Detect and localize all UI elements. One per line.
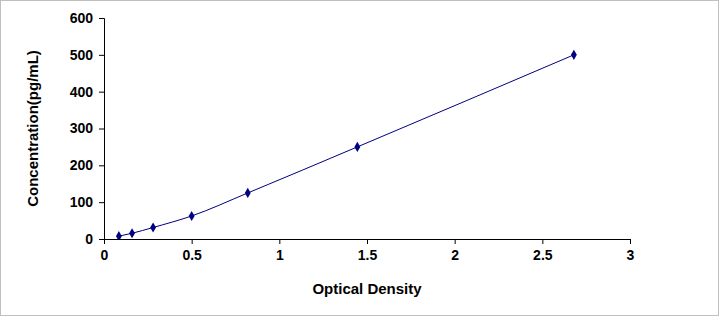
y-tick-label: 200 bbox=[70, 157, 94, 173]
y-tick: 600 bbox=[70, 10, 104, 26]
y-tick-label: 300 bbox=[70, 120, 94, 136]
x-tick: 2.5 bbox=[533, 239, 553, 263]
plot: 0 0.5 1 1.5 2 2.5 3 0 100 200 300 400 500 600 bbox=[70, 10, 635, 263]
x-axis: 0 0.5 1 1.5 2 2.5 3 bbox=[101, 239, 635, 263]
y-axis-title: Concentration(pg/mL) bbox=[24, 50, 41, 207]
y-tick-mark bbox=[99, 239, 104, 240]
x-tick-mark bbox=[192, 239, 193, 244]
y-tick: 200 bbox=[70, 157, 104, 173]
marker bbox=[245, 188, 251, 198]
y-tick-label: 400 bbox=[70, 84, 94, 100]
x-tick-mark bbox=[279, 239, 280, 244]
x-tick-mark bbox=[542, 239, 543, 244]
marker bbox=[189, 211, 195, 221]
series bbox=[116, 50, 577, 239]
y-tick-mark bbox=[99, 165, 104, 166]
y-tick: 300 bbox=[70, 120, 104, 136]
x-tick: 3 bbox=[627, 239, 635, 263]
x-axis-title: Optical Density bbox=[312, 280, 422, 297]
x-tick-mark bbox=[630, 239, 631, 244]
y-tick: 400 bbox=[70, 84, 104, 100]
y-axis-line bbox=[99, 19, 105, 240]
x-tick: 0 bbox=[101, 239, 109, 263]
x-tick: 2 bbox=[451, 239, 459, 263]
y-tick-mark bbox=[99, 92, 104, 93]
x-tick-label: 1.5 bbox=[358, 247, 378, 263]
marker bbox=[354, 142, 360, 152]
x-tick-label: 0 bbox=[101, 247, 109, 263]
marker bbox=[129, 228, 135, 238]
y-tick-label: 100 bbox=[70, 194, 94, 210]
x-tick-label: 2.5 bbox=[533, 247, 553, 263]
y-tick-label: 500 bbox=[70, 47, 94, 63]
chart-frame bbox=[1, 1, 719, 316]
x-tick-mark bbox=[367, 239, 368, 244]
y-tick-label: 0 bbox=[85, 231, 93, 247]
x-tick: 1.5 bbox=[358, 239, 378, 263]
x-tick-mark bbox=[455, 239, 456, 244]
y-tick: 0 bbox=[85, 231, 104, 247]
y-axis: 0 100 200 300 400 500 600 bbox=[70, 10, 105, 247]
y-tick-mark bbox=[99, 202, 104, 203]
marker bbox=[116, 231, 122, 239]
line bbox=[119, 55, 574, 236]
x-tick-label: 3 bbox=[627, 247, 635, 263]
x-tick: 0.5 bbox=[182, 239, 202, 263]
y-tick: 500 bbox=[70, 47, 104, 63]
y-tick-mark bbox=[99, 18, 104, 19]
chart: 0 0.5 1 1.5 2 2.5 3 0 100 200 300 400 500 600 Optical … bbox=[0, 0, 719, 316]
x-axis-line bbox=[105, 240, 631, 245]
x-tick-label: 1 bbox=[276, 247, 284, 263]
y-tick: 100 bbox=[70, 194, 104, 210]
marker bbox=[150, 222, 156, 232]
y-tick-label: 600 bbox=[70, 10, 94, 26]
y-tick-mark bbox=[99, 129, 104, 130]
y-tick-mark bbox=[99, 55, 104, 56]
x-tick: 1 bbox=[276, 239, 284, 263]
marker bbox=[571, 50, 577, 60]
x-tick-label: 0.5 bbox=[182, 247, 202, 263]
x-tick-label: 2 bbox=[451, 247, 459, 263]
